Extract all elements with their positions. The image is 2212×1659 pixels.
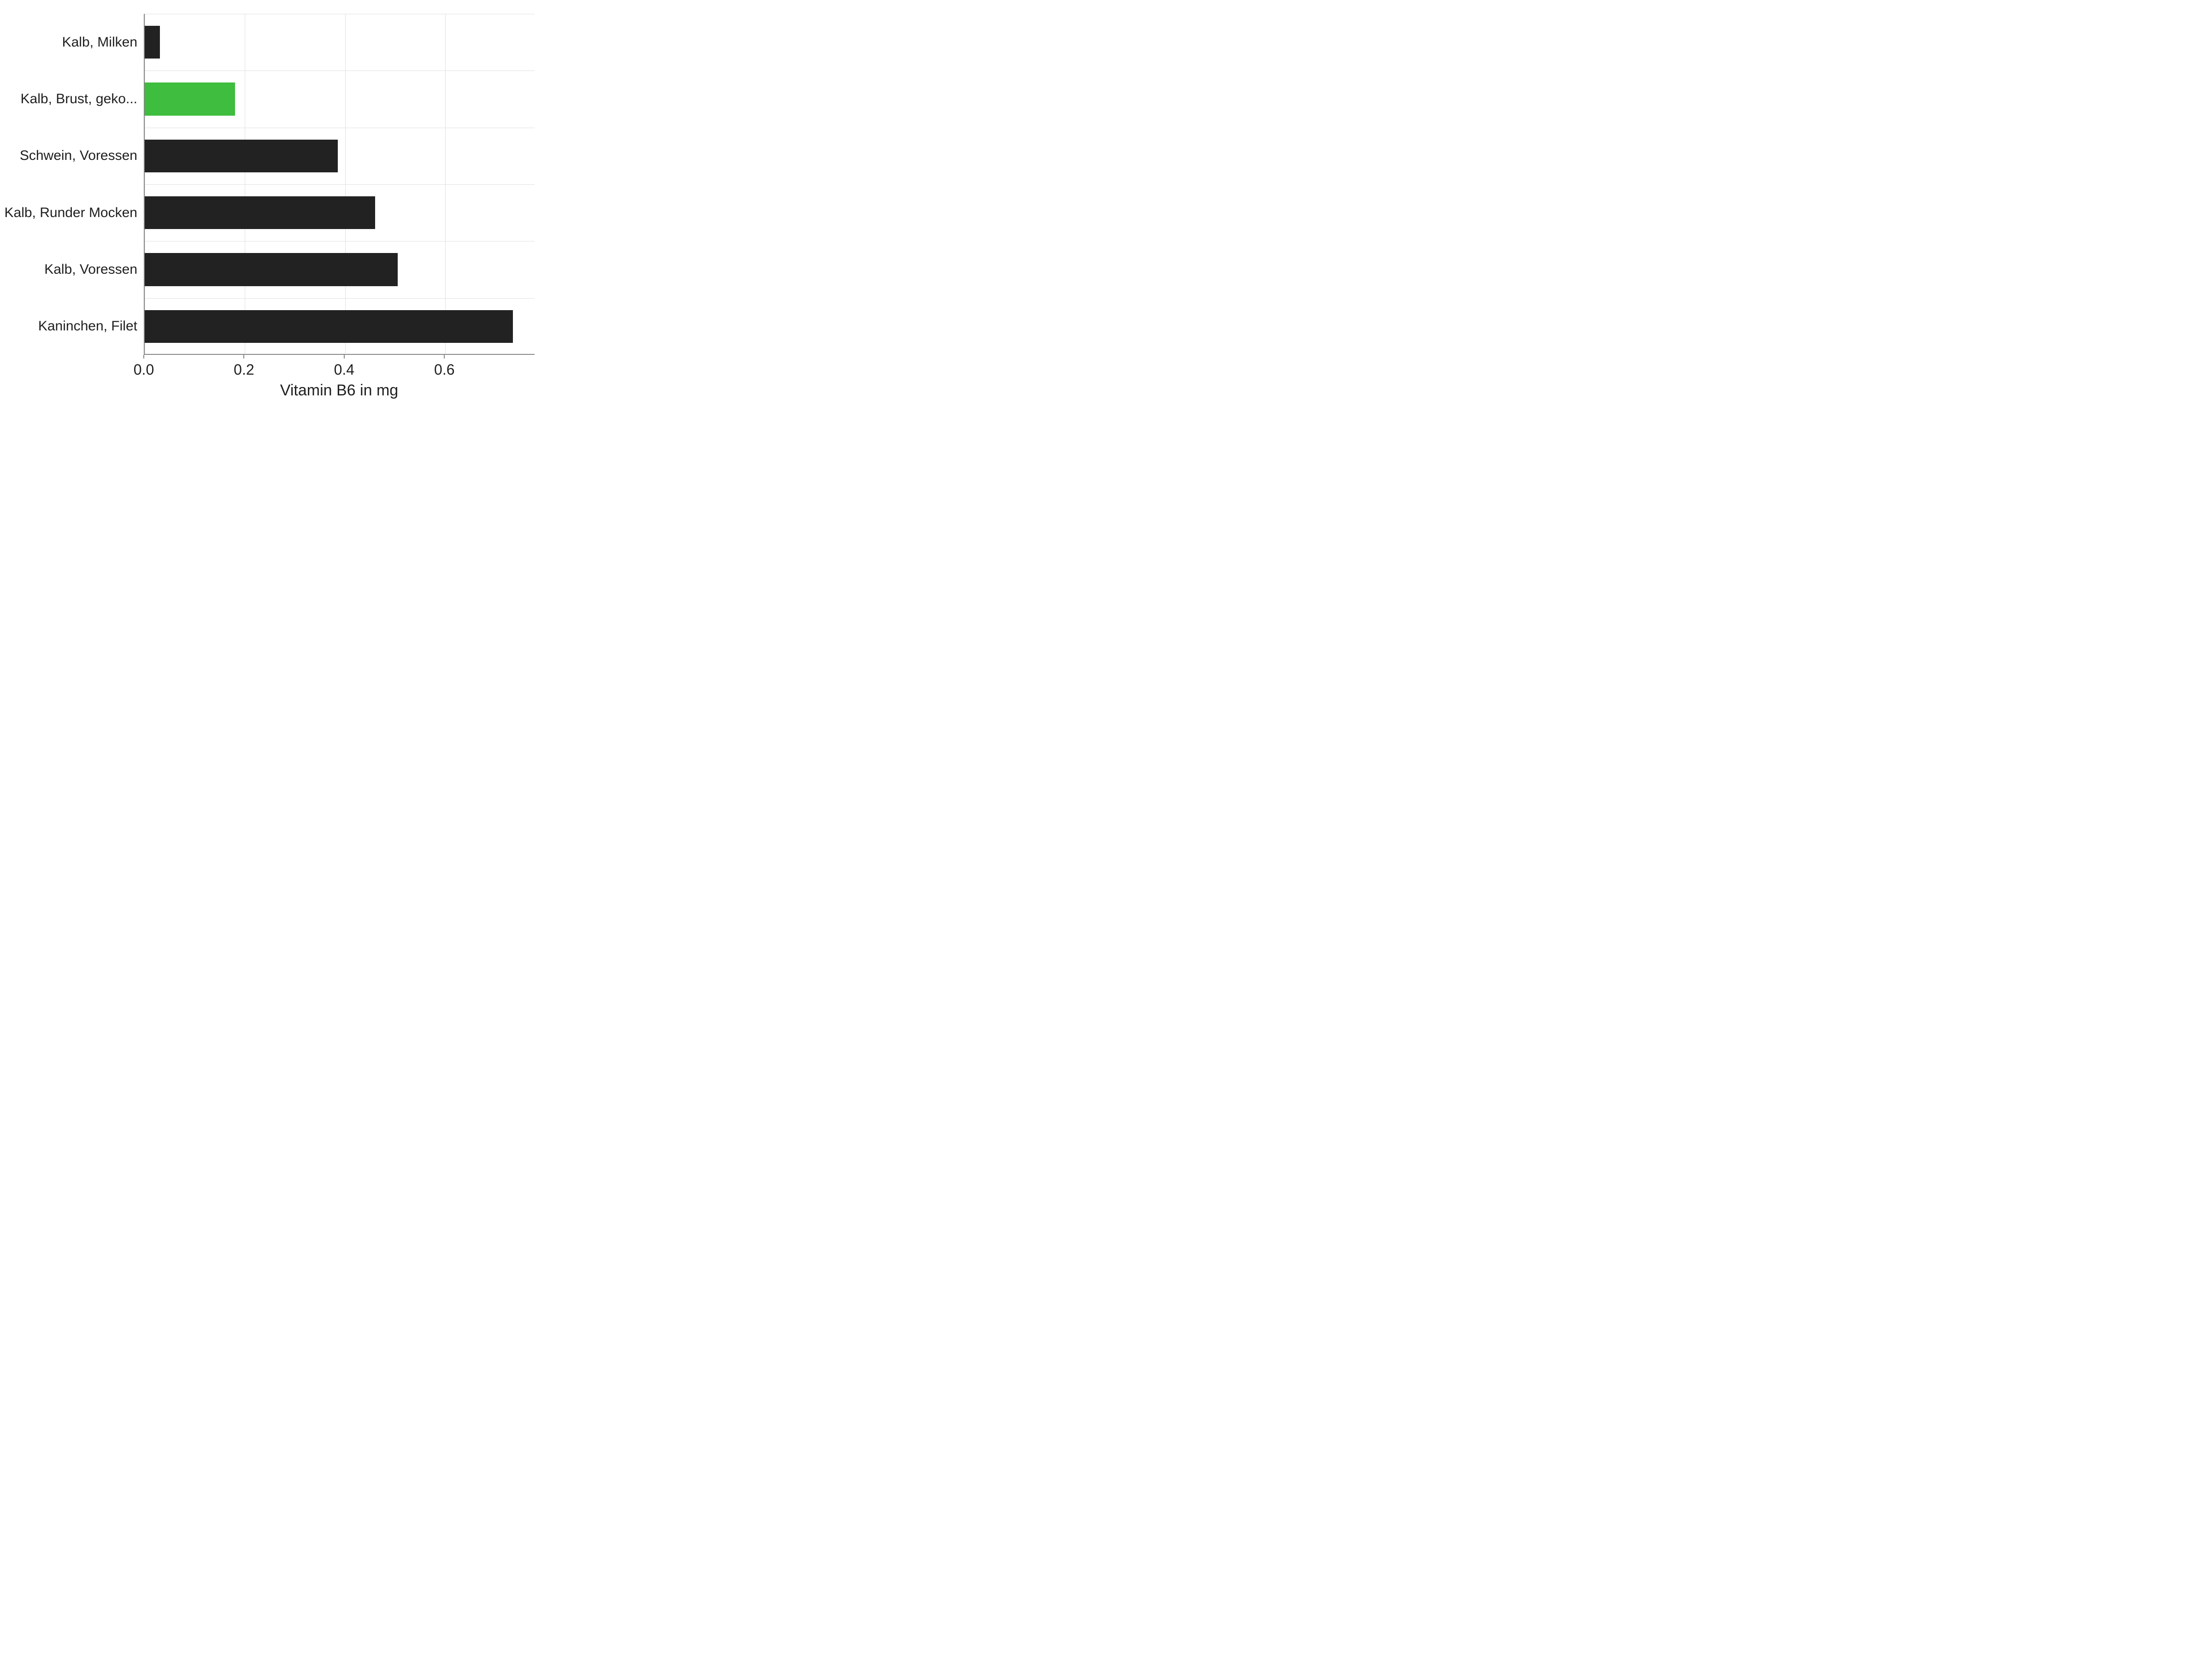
grid-line-vertical [445,14,446,354]
y-tick-label: Kalb, Voressen [44,262,137,277]
x-tick-label: 0.0 [134,361,154,378]
bar [145,310,513,343]
x-tick-mark [143,355,144,359]
grid-line-horizontal [145,184,535,185]
y-tick-label: Kaninchen, Filet [38,318,137,334]
bar-chart: Kalb, Milken Kalb, Brust, geko... Schwein,… [0,0,553,415]
x-tick-label: 0.4 [334,361,354,378]
bar [145,140,338,173]
y-tick-label: Kalb, Milken [62,35,137,50]
bar [145,26,160,59]
y-tick-label: Kalb, Runder Mocken [5,205,138,221]
y-tick-label: Kalb, Brust, geko... [21,91,137,107]
bar [145,253,398,286]
x-tick-mark [344,355,345,359]
bar [145,196,375,229]
y-tick-label: Schwein, Voressen [20,148,137,164]
plot-area [144,14,535,355]
x-tick-label: 0.6 [434,361,454,378]
x-axis-label: Vitamin B6 in mg [280,382,398,400]
x-tick-mark [243,355,244,359]
grid-line-horizontal [145,298,535,299]
bar [145,82,235,116]
grid-line-vertical [345,14,346,354]
x-tick-mark [444,355,445,359]
x-tick-label: 0.2 [234,361,254,378]
